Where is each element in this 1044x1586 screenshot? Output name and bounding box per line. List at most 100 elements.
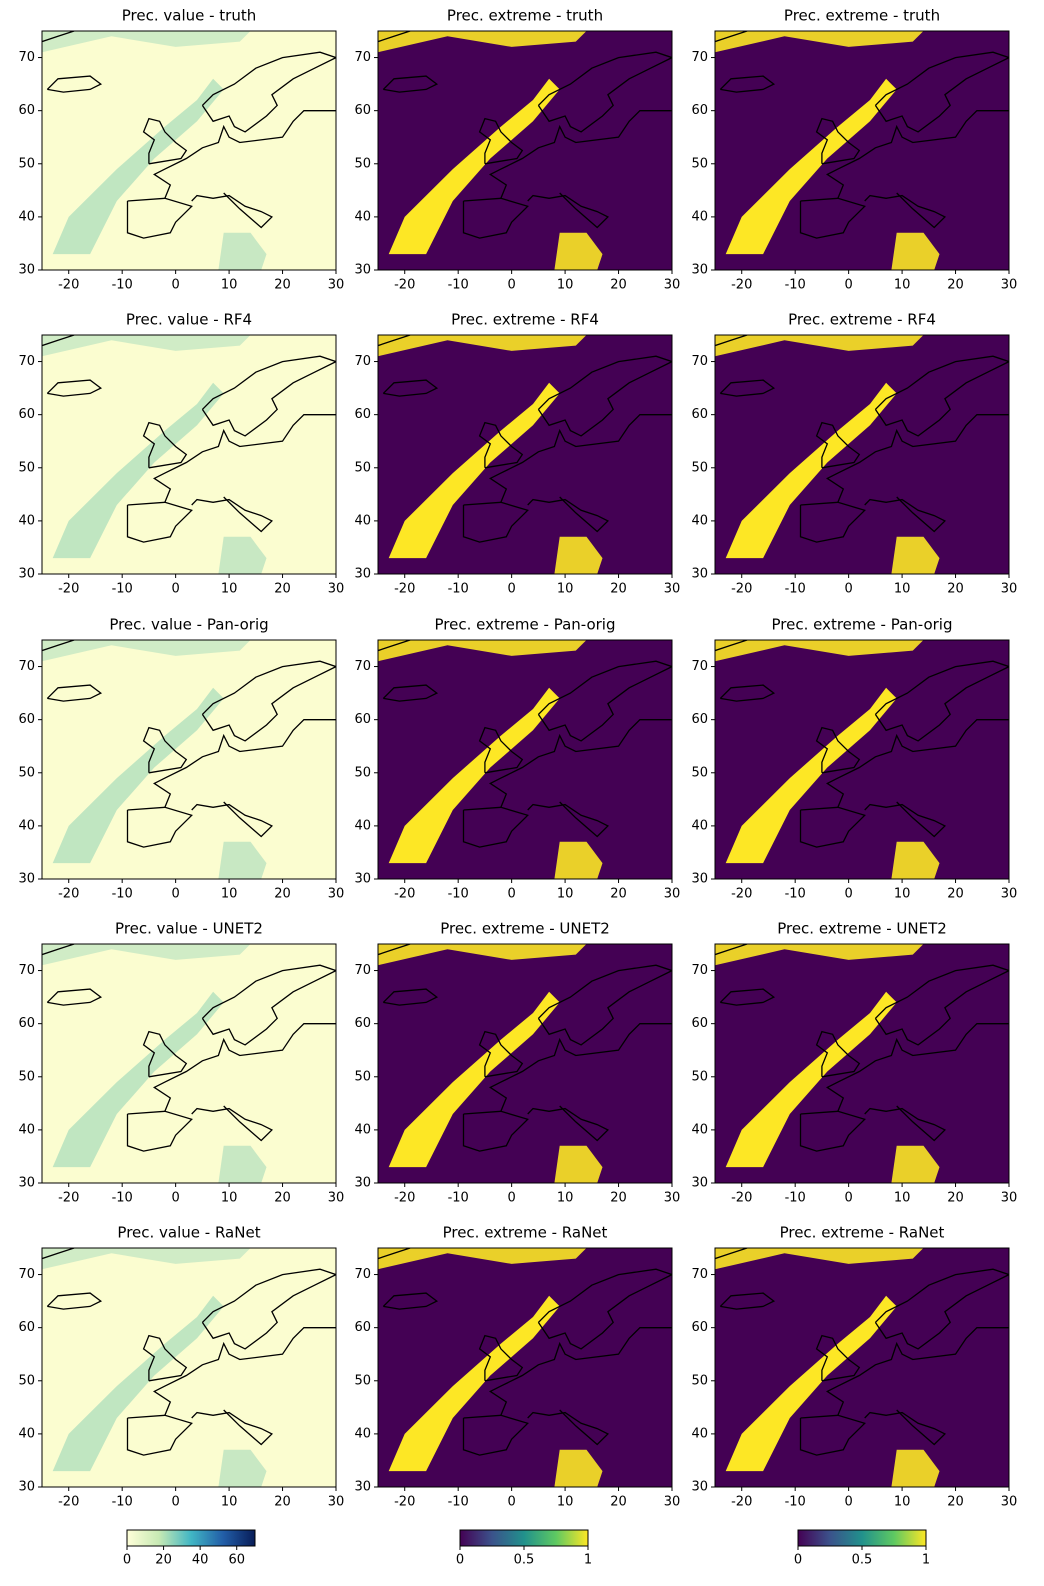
x-tick-label: 30 [328, 1191, 345, 1206]
map-field [42, 944, 251, 966]
y-tick-label: 60 [354, 407, 371, 422]
y-tick-label: 40 [354, 209, 371, 224]
x-tick-label: -10 [112, 278, 133, 293]
map-field [891, 1449, 940, 1487]
coastline [874, 355, 1009, 437]
y-tick-label: 60 [691, 1016, 708, 1031]
x-tick-label: 10 [557, 887, 574, 902]
coastline [126, 197, 193, 239]
coastline [815, 117, 861, 165]
coastline [153, 719, 336, 808]
coastline [378, 31, 411, 43]
x-tick-label: 20 [947, 1191, 964, 1206]
coastline [715, 335, 748, 347]
map-field [715, 640, 924, 662]
x-tick-label: 0 [507, 887, 515, 902]
y-tick-label: 50 [691, 460, 708, 475]
coastline [126, 501, 193, 543]
x-tick-label: 10 [221, 582, 238, 597]
coastline [478, 1334, 524, 1382]
map-field [378, 335, 587, 357]
y-tick-label: 50 [354, 156, 371, 171]
panel-title: Prec. value - truth [122, 7, 257, 25]
coastline [799, 197, 866, 239]
panel-title: Prec. extreme - Pan-orig [434, 616, 615, 634]
x-tick-label: -20 [394, 887, 415, 902]
coastline [874, 51, 1009, 133]
x-tick-label: 10 [894, 582, 911, 597]
y-tick-label: 70 [18, 659, 35, 674]
y-tick-label: 40 [691, 1426, 708, 1441]
map-image [378, 31, 672, 270]
x-tick-label: -20 [394, 582, 415, 597]
coastline [719, 988, 776, 1006]
x-tick-label: 20 [947, 582, 964, 597]
x-tick-label: 30 [1001, 278, 1018, 293]
x-tick-label: 30 [664, 1495, 681, 1510]
map-field [725, 687, 897, 864]
y-tick-label: 70 [691, 659, 708, 674]
coastline [201, 660, 336, 742]
map-panel: Prec. extreme - RaNet -20 -10 0 10 20 30 30 40 50… [354, 1224, 680, 1510]
coastline [715, 640, 748, 652]
panel-title: Prec. extreme - RaNet [443, 1224, 608, 1242]
x-tick-label: 0 [171, 1495, 179, 1510]
x-tick-label: 20 [610, 887, 627, 902]
x-tick-label: 30 [664, 887, 681, 902]
map-panel: Prec. value - UNET2 -20 -10 0 10 20 30 30 40 50 60… [18, 920, 344, 1206]
x-tick-label: -10 [785, 887, 806, 902]
map-field [52, 991, 224, 1168]
map-panel: Prec. extreme - RaNet -20 -10 0 10 20 30 30 40 50… [691, 1224, 1017, 1510]
coastline [201, 355, 336, 437]
map-field [554, 536, 603, 574]
map-image [715, 31, 1009, 270]
coastline [489, 414, 672, 503]
y-tick-label: 40 [18, 513, 35, 528]
y-tick-label: 60 [18, 1016, 35, 1031]
coastline [378, 1248, 411, 1260]
axes-frame [377, 334, 673, 575]
x-tick-label: -10 [112, 1191, 133, 1206]
y-tick-label: 70 [18, 1267, 35, 1282]
colorbar-tick-label: 1 [922, 1553, 930, 1568]
x-tick-label: -20 [394, 278, 415, 293]
map-image [378, 1248, 672, 1487]
x-tick-label: -10 [448, 582, 469, 597]
coastline [42, 944, 75, 956]
y-tick-label: 70 [691, 354, 708, 369]
axes-frame [714, 1247, 1010, 1488]
coastline [462, 197, 529, 239]
map-field [388, 1295, 560, 1472]
panel-title: Prec. extreme - UNET2 [777, 920, 947, 938]
coastline [42, 31, 75, 43]
y-tick-label: 40 [18, 209, 35, 224]
y-tick-label: 60 [18, 103, 35, 118]
y-tick-label: 40 [354, 1122, 371, 1137]
coastline [799, 1110, 866, 1152]
x-tick-label: -10 [785, 278, 806, 293]
coastline [46, 988, 103, 1006]
axes-frame [41, 30, 337, 271]
coastline [864, 496, 947, 533]
coastline [462, 1414, 529, 1456]
x-tick-label: 10 [557, 278, 574, 293]
map-image [42, 944, 336, 1183]
x-tick-label: 20 [947, 278, 964, 293]
y-tick-label: 50 [691, 1373, 708, 1388]
panel-title: Prec. extreme - RaNet [780, 1224, 945, 1242]
coastline [142, 726, 188, 774]
x-tick-label: 0 [171, 278, 179, 293]
coastline [527, 192, 610, 229]
coastline [378, 640, 411, 652]
coastline [799, 806, 866, 848]
coastline [537, 355, 672, 437]
y-tick-label: 50 [18, 156, 35, 171]
colorbar-tick-label: 1 [584, 1553, 592, 1568]
map-image [378, 335, 672, 574]
coastline [478, 117, 524, 165]
x-tick-label: 10 [894, 278, 911, 293]
map-field [891, 232, 940, 270]
map-panel: Prec. value - Pan-orig -20 -10 0 10 20 30 30 40 5… [18, 616, 344, 902]
map-panel: Prec. extreme - truth -20 -10 0 10 20 30 30 40 50… [354, 7, 680, 293]
x-tick-label: 20 [610, 278, 627, 293]
